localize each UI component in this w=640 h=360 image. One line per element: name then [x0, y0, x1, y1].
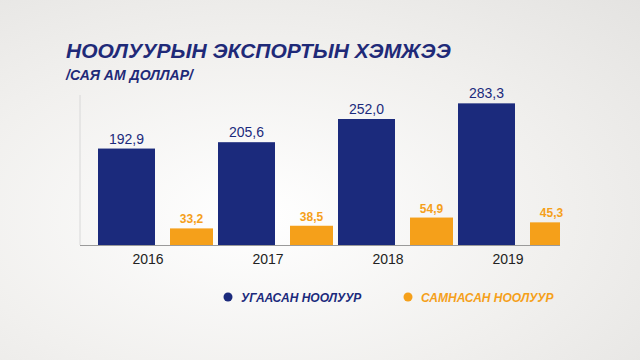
data-label: 252,0 [349, 101, 384, 117]
x-tick-label: 2017 [252, 251, 283, 267]
data-label: 38,5 [300, 210, 324, 224]
legend-label: УГААСАН НООЛУУР [241, 291, 362, 305]
bars [98, 103, 560, 245]
data-label: 205,6 [229, 124, 264, 140]
data-label: 192,9 [109, 131, 144, 147]
bar [338, 119, 395, 245]
bar [98, 149, 155, 245]
legend-swatch [224, 293, 233, 302]
data-label: 283,3 [469, 85, 504, 101]
bar [218, 142, 275, 245]
x-tick-label: 2016 [132, 251, 163, 267]
data-label: 45,3 [540, 206, 564, 220]
chart: НООЛУУРЫН ЭКСПОРТЫН ХЭМЖЭЭ/САЯ АМ ДОЛЛАР… [0, 0, 640, 360]
subtitle: /САЯ АМ ДОЛЛАР/ [65, 67, 195, 83]
x-tick-label: 2019 [492, 251, 523, 267]
bar [530, 222, 560, 245]
bar [410, 218, 453, 245]
labels: 192,9 33,2 205,6 38,5 252,0 54,9 283,3 45,3 [109, 85, 564, 226]
title: НООЛУУРЫН ЭКСПОРТЫН ХЭМЖЭЭ [66, 39, 451, 62]
data-label: 54,9 [420, 202, 444, 216]
bar [290, 226, 333, 245]
baseline [80, 245, 560, 246]
legend-swatch [404, 293, 413, 302]
y-axis-line [80, 95, 81, 245]
data-label: 33,2 [180, 212, 204, 226]
bar [458, 103, 515, 245]
x-tick-label: 2018 [372, 251, 403, 267]
legend-label: САМНАСАН НООЛУУР [421, 291, 554, 305]
bar [170, 228, 213, 245]
